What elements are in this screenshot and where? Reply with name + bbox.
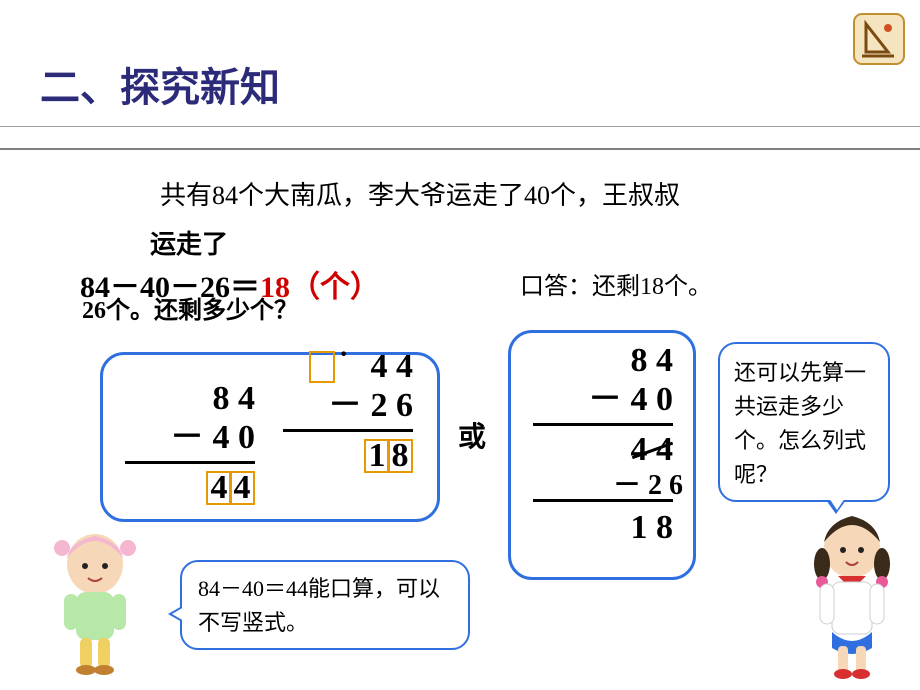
colB-result-row: 18 — [283, 429, 413, 475]
problem-line1: 共有84个大南瓜，李大爷运走了40个，王叔叔 — [160, 181, 680, 210]
rule-light — [0, 126, 920, 127]
cartoon-child-right — [800, 510, 908, 680]
word-problem: 共有84个大南瓜，李大爷运走了40个，王叔叔 — [160, 176, 870, 216]
or-label: 或 — [458, 415, 486, 455]
colC-sub: － 4 0 — [533, 380, 673, 419]
vertical-colC: 8 4 － 4 0 4 4 1 8 — [533, 341, 673, 547]
problem-line2-rest: 26个。还剩多少个？ — [82, 290, 298, 325]
colA-result-row: 44 — [125, 461, 255, 507]
section-title: 二、探究新知 — [40, 55, 280, 113]
hint-bubble-right: 还可以先算一共运走多少个。怎么列式呢？ — [718, 342, 890, 502]
colB-top: 4 4 — [283, 347, 413, 386]
vertical-colA: 8 4 － 4 0 44 — [125, 379, 255, 507]
colC-minus2: － 2 6 — [613, 463, 683, 503]
vertical-calc-box-left: · 8 4 － 4 0 44 4 4 － 2 6 18 — [100, 352, 440, 522]
vertical-calc-box-right: 8 4 － 4 0 4 4 1 8 － 2 6 — [508, 330, 696, 580]
colB-sub: － 2 6 — [283, 386, 413, 425]
rule-dark — [0, 148, 920, 150]
hint-bubble-bottom: 84－40＝44能口算，可以不写竖式。 — [180, 560, 470, 650]
colA-top: 8 4 — [125, 379, 255, 418]
colA-res-d2: 4 — [229, 471, 255, 505]
colB-res-d2: 8 — [387, 439, 413, 473]
colA-sub: － 4 0 — [125, 418, 255, 457]
vertical-colB: 4 4 － 2 6 18 — [283, 347, 413, 475]
oral-answer: 口答：还剩18个。 — [520, 266, 712, 301]
tools-icon — [848, 8, 912, 72]
colC-top: 8 4 — [533, 341, 673, 380]
colC-final: 1 8 — [533, 499, 673, 547]
problem-line2-prefix: 运走了 — [150, 224, 228, 261]
cartoon-child-left — [40, 528, 150, 676]
